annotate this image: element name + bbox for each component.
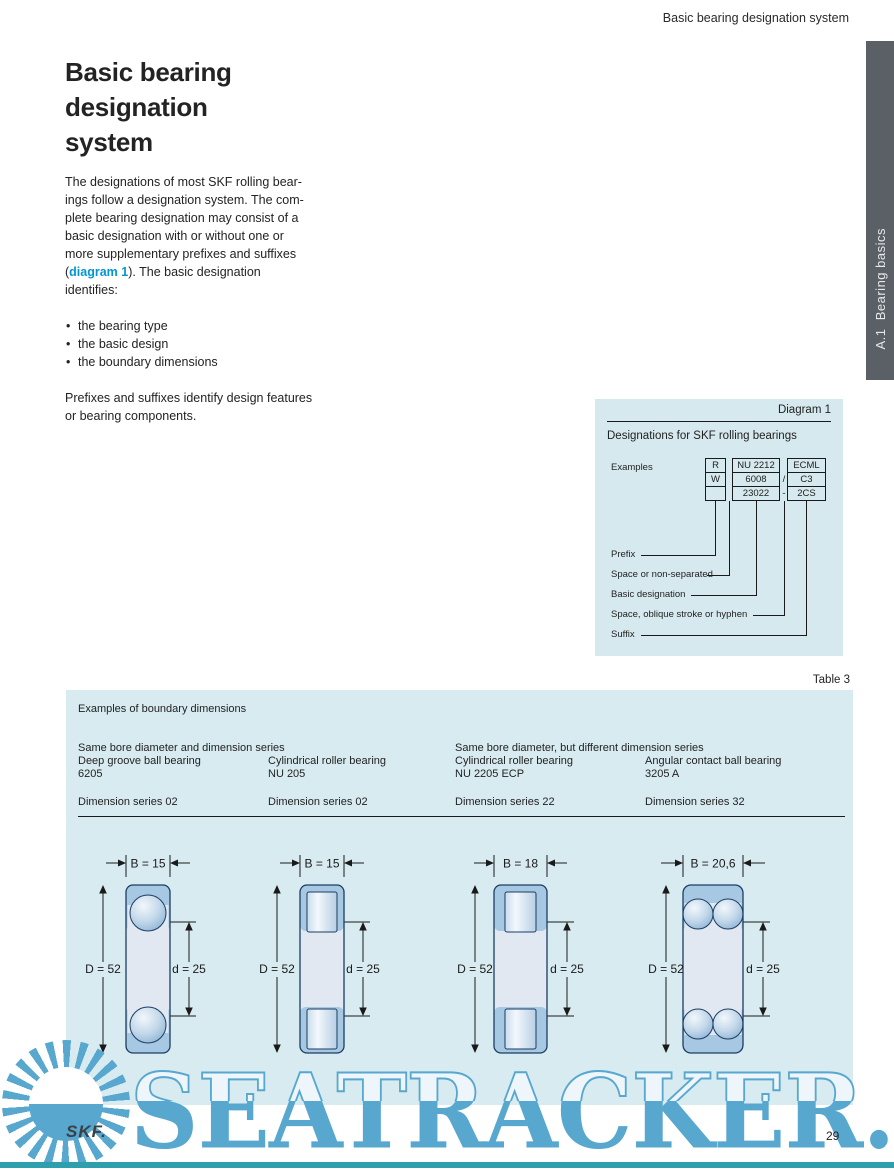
callout-line xyxy=(715,501,716,555)
callout-space-oblique: Space, oblique stroke or hyphen xyxy=(611,609,748,620)
bearing-type: Angular contact ball bearing xyxy=(645,755,782,767)
bearing-drawing-cylindrical-roller-wide: B = 18 D = 52 d = 25 xyxy=(457,855,584,1054)
bearing-cross-section xyxy=(682,884,744,1054)
group-heading: Same bore diameter, but different dimens… xyxy=(455,742,704,754)
table-rule xyxy=(78,816,845,817)
diagram-title: Designations for SKF rolling bearings xyxy=(607,430,797,442)
page-title: Basic bearing designation system xyxy=(65,57,232,158)
designation-cell-prefix: R xyxy=(705,458,726,473)
bearing-designation: 6205 xyxy=(78,768,103,780)
designation-cell-prefix: W xyxy=(705,472,726,487)
callout-space: Space or non-separated xyxy=(611,569,713,580)
bullet-item: the basic design xyxy=(65,335,331,353)
callout-line xyxy=(641,635,807,636)
intro-paragraph-2: Prefixes and suffixes identify design fe… xyxy=(65,391,313,423)
callout-suffix: Suffix xyxy=(611,629,635,640)
bearing-designation: NU 205 xyxy=(268,768,306,780)
b-dimension-label: B = 15 xyxy=(130,857,165,871)
callout-line xyxy=(806,501,807,635)
diagram-1-link[interactable]: diagram 1 xyxy=(69,265,129,279)
outer-diameter-label: D = 52 xyxy=(457,962,493,976)
bore-diameter-label: d = 25 xyxy=(550,962,584,976)
intro-paragraph-1: The designations of most SKF rolling bea… xyxy=(65,175,304,279)
callout-line xyxy=(756,501,757,595)
page-number: 29 xyxy=(826,1129,840,1143)
bullet-item: the bearing type xyxy=(65,317,331,335)
dimension-lines xyxy=(474,855,574,1050)
dimension-series: Dimension series 32 xyxy=(645,796,745,808)
bearing-cross-section xyxy=(125,884,171,1054)
diagram-rule xyxy=(607,421,831,422)
bearing-designation: 3205 A xyxy=(645,768,680,780)
callout-basic-designation: Basic designation xyxy=(611,589,686,600)
bearing-type: Cylindrical roller bearing xyxy=(455,755,573,767)
diagram-label: Diagram 1 xyxy=(777,404,831,416)
b-dimension-label: B = 15 xyxy=(304,857,339,871)
designation-cell-suffix: ECML xyxy=(787,458,826,473)
dimension-lines xyxy=(276,855,370,1050)
intro-paragraph-1-end: ). The basic designation identifies: xyxy=(65,265,261,297)
bearing-type: Cylindrical roller bearing xyxy=(268,755,386,767)
bore-diameter-label: d = 25 xyxy=(172,962,206,976)
intro-text: The designations of most SKF rolling bea… xyxy=(65,173,331,425)
bore-diameter-label: d = 25 xyxy=(746,962,780,976)
designation-cell-prefix xyxy=(705,486,726,501)
separator-slash: / xyxy=(782,474,786,485)
bearing-cross-section xyxy=(493,884,548,1054)
designation-cell-suffix: C3 xyxy=(787,472,826,487)
dimension-series: Dimension series 02 xyxy=(78,796,178,808)
running-header: Basic bearing designation system xyxy=(662,11,849,25)
sun-dome-icon xyxy=(29,1067,103,1141)
bearing-designation: NU 2205 ECP xyxy=(455,768,525,780)
section-tab-bearing-basics[interactable]: A.1 Bearing basics xyxy=(866,41,894,380)
bearing-cross-section xyxy=(299,884,345,1054)
dimension-arrows xyxy=(99,859,193,1053)
callout-line xyxy=(729,501,730,575)
examples-label: Examples xyxy=(611,462,653,473)
skf-logo: SKF. xyxy=(66,1122,107,1141)
bearing-drawing-cylindrical-roller: B = 15 D = 52 d = 25 xyxy=(259,855,380,1054)
b-dimension-label: B = 20,6 xyxy=(690,857,735,871)
outer-diameter-label: D = 52 xyxy=(85,962,121,976)
dimension-arrows xyxy=(662,859,767,1053)
table-title: Examples of boundary dimensions xyxy=(78,703,247,715)
bore-diameter-label: d = 25 xyxy=(346,962,380,976)
dimension-arrows xyxy=(471,859,571,1053)
designation-cell-suffix: 2CS xyxy=(787,486,826,501)
outer-diameter-label: D = 52 xyxy=(648,962,684,976)
callout-prefix: Prefix xyxy=(611,549,636,560)
dimension-arrows xyxy=(273,859,367,1053)
bearing-drawing-angular-contact: B = 20,6 D = 52 d = 25 xyxy=(648,855,780,1054)
callout-line xyxy=(784,501,785,615)
designation-bullet-list: the bearing type the basic design the bo… xyxy=(65,317,331,371)
separator-hyphen: - xyxy=(782,488,786,499)
footer-bar xyxy=(0,1162,894,1168)
dimension-series: Dimension series 02 xyxy=(268,796,368,808)
group-heading: Same bore diameter and dimension series xyxy=(78,742,285,754)
outer-diameter-label: D = 52 xyxy=(259,962,295,976)
watermark-sun-logo xyxy=(2,1040,130,1168)
section-tab-label: A.1 Bearing basics xyxy=(872,228,888,350)
dimension-series: Dimension series 22 xyxy=(455,796,555,808)
designation-cell-basic: 6008 xyxy=(732,472,780,487)
designation-cell-basic: NU 2212 xyxy=(732,458,780,473)
designation-cell-basic: 23022 xyxy=(732,486,780,501)
callout-line xyxy=(691,595,757,596)
callout-line xyxy=(753,615,785,616)
bearing-type: Deep groove ball bearing xyxy=(78,755,201,767)
bearing-drawing-deep-groove: B = 15 D = 52 d = 25 xyxy=(85,855,206,1054)
bullet-item: the boundary dimensions xyxy=(65,353,331,371)
callout-line xyxy=(707,575,730,576)
diagram-1-panel: Diagram 1 Designations for SKF rolling b… xyxy=(595,399,843,656)
callout-line xyxy=(641,555,716,556)
table-label: Table 3 xyxy=(812,674,850,686)
b-dimension-label: B = 18 xyxy=(503,857,538,871)
